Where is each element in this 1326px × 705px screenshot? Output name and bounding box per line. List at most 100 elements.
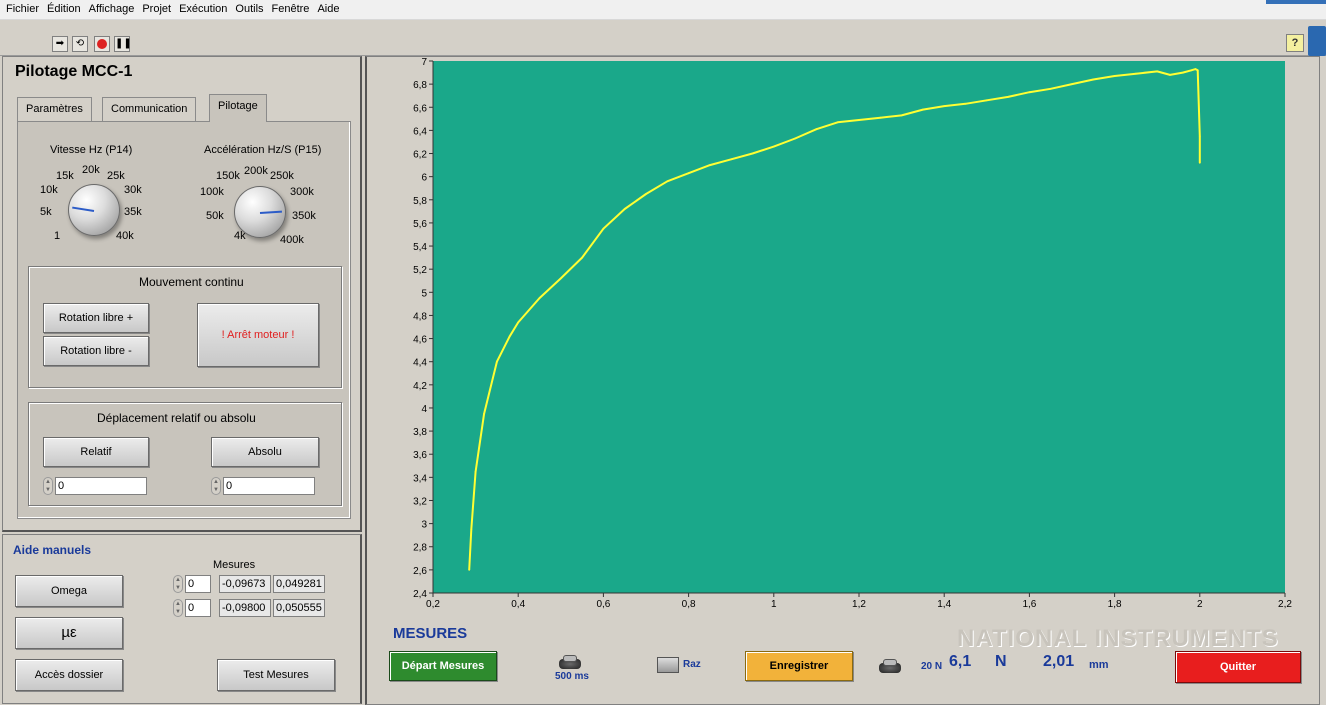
- mu-epsilon-button[interactable]: µε: [15, 617, 123, 649]
- x-tick-label: 1,6: [1022, 599, 1036, 610]
- trace-point: [1028, 91, 1031, 94]
- menu-outils[interactable]: Outils: [235, 3, 264, 15]
- trace-point: [1113, 75, 1116, 77]
- relatif-button[interactable]: Relatif: [43, 437, 149, 467]
- mesures-panel: 2,4 2,6 2,8 3 3,2 3,4 3,6 3,8 4 4,2 4,4 4,6 4,8 5 5,2 5…: [365, 56, 1320, 705]
- absolu-input[interactable]: 0: [223, 477, 315, 495]
- menu-bar: Fichier Édition Affichage Projet Exécution Ou…: [0, 0, 1326, 20]
- trace-point: [709, 164, 711, 166]
- trace-point: [645, 193, 647, 195]
- run-arrow-icon[interactable]: ➡: [52, 36, 68, 52]
- menu-affichage[interactable]: Affichage: [88, 3, 135, 15]
- trace-point: [1198, 135, 1201, 138]
- trace-point: [836, 121, 839, 124]
- trace-point: [474, 470, 477, 473]
- knob-tick: 10k: [40, 184, 58, 196]
- y-tick-label: 6,2: [413, 150, 427, 161]
- menu-execution[interactable]: Exécution: [179, 3, 228, 15]
- trace-point: [496, 360, 498, 363]
- pilotage-panel: Pilotage MCC-1 Paramètres Communication …: [2, 56, 362, 532]
- trace-point: [1049, 87, 1052, 90]
- raz-checkbox[interactable]: [657, 657, 679, 673]
- acceleration-knob[interactable]: [234, 186, 286, 238]
- enregistrer-button[interactable]: Enregistrer: [745, 651, 853, 681]
- help-button[interactable]: ?: [1286, 34, 1304, 52]
- tab-pilotage-body: Vitesse Hz (P14) 1 5k 10k 15k 20k 25k 30…: [17, 121, 351, 519]
- abort-icon[interactable]: [94, 36, 110, 52]
- trace-point: [772, 145, 775, 148]
- trace-point: [1181, 71, 1184, 74]
- period-toggle[interactable]: [559, 655, 581, 669]
- array-index-input[interactable]: 0: [185, 575, 211, 593]
- knob-tick: 300k: [290, 186, 314, 198]
- y-tick-label: 4,2: [413, 381, 427, 392]
- omega-button[interactable]: Omega: [15, 575, 123, 607]
- array-index-input[interactable]: 0: [185, 599, 211, 617]
- knob-tick: 50k: [206, 210, 224, 222]
- trace-point: [1156, 70, 1159, 73]
- trace-point: [922, 108, 924, 111]
- rotation-plus-button[interactable]: Rotation libre +: [43, 303, 149, 333]
- relatif-input[interactable]: 0: [55, 477, 147, 495]
- trace-point: [964, 102, 967, 105]
- y-tick-label: 4,4: [413, 358, 427, 369]
- plot-area: [433, 61, 1285, 593]
- array-index-spinner[interactable]: ▲ ▼: [173, 599, 183, 617]
- menu-fenetre[interactable]: Fenêtre: [271, 3, 310, 15]
- toggle-lever: [883, 659, 897, 666]
- relatif-spinner[interactable]: ▲ ▼: [43, 477, 53, 495]
- menu-aide[interactable]: Aide: [317, 3, 340, 15]
- range-toggle[interactable]: [879, 659, 901, 673]
- x-tick-label: 1,2: [852, 599, 866, 610]
- y-tick-label: 3,4: [413, 473, 427, 484]
- knob-tick: 1: [54, 230, 61, 242]
- y-tick-label: 7: [421, 57, 427, 68]
- y-tick-label: 5: [421, 288, 427, 299]
- tab-pilotage[interactable]: Pilotage: [209, 94, 267, 122]
- knob-tick: 30k: [124, 184, 142, 196]
- trace-point: [751, 152, 754, 155]
- trace-point: [879, 116, 882, 119]
- run-continuous-icon[interactable]: ⟲: [72, 36, 88, 52]
- menu-fichier[interactable]: Fichier: [6, 3, 40, 15]
- raz-label: Raz: [683, 659, 701, 670]
- arret-moteur-button[interactable]: ! Arrêt moteur !: [197, 303, 319, 367]
- trace-point: [794, 137, 796, 140]
- test-mesures-button[interactable]: Test Mesures: [217, 659, 335, 691]
- trace-point: [1190, 69, 1193, 72]
- toolbar: ➡ ⟲ ❚❚ ?: [0, 20, 1326, 56]
- quitter-button[interactable]: Quitter: [1175, 651, 1301, 683]
- knob-tick: 25k: [107, 170, 125, 182]
- vitesse-knob[interactable]: [68, 184, 120, 236]
- depart-mesures-button[interactable]: Départ Mesures: [389, 651, 497, 681]
- absolu-spinner[interactable]: ▲ ▼: [211, 477, 221, 495]
- x-tick-label: 0,2: [426, 599, 440, 610]
- rotation-minus-button[interactable]: Rotation libre -: [43, 336, 149, 366]
- ni-watermark-logo: NATIONAL INSTRUMENTS: [957, 625, 1279, 652]
- absolu-button[interactable]: Absolu: [211, 437, 319, 467]
- acces-dossier-button[interactable]: Accès dossier: [15, 659, 123, 691]
- tab-communication[interactable]: Communication: [102, 97, 197, 121]
- menu-projet[interactable]: Projet: [142, 3, 172, 15]
- x-tick-label: 2: [1197, 599, 1203, 610]
- knob-pointer: [72, 206, 95, 212]
- trace-point: [1092, 78, 1095, 81]
- trace-point: [470, 528, 473, 531]
- trace-point: [985, 99, 988, 102]
- pause-icon[interactable]: ❚❚: [114, 36, 132, 52]
- x-tick-label: 0,4: [511, 599, 525, 610]
- vitesse-label: Vitesse Hz (P14): [50, 144, 133, 156]
- trace-point: [508, 335, 511, 338]
- mesures-array-label: Mesures: [213, 559, 256, 571]
- mesure-value: 0,049281: [273, 575, 325, 593]
- knob-tick: 200k: [244, 165, 268, 177]
- trace-point: [483, 412, 485, 415]
- y-tick-label: 6,6: [413, 103, 427, 114]
- trace-point: [517, 321, 520, 324]
- force-unit: N: [995, 653, 1007, 670]
- tab-parametres[interactable]: Paramètres: [17, 97, 92, 121]
- array-index-spinner[interactable]: ▲ ▼: [173, 575, 183, 593]
- y-tick-label: 3,2: [413, 496, 427, 507]
- menu-edition[interactable]: Édition: [47, 3, 81, 15]
- y-tick-label: 6,4: [413, 126, 427, 137]
